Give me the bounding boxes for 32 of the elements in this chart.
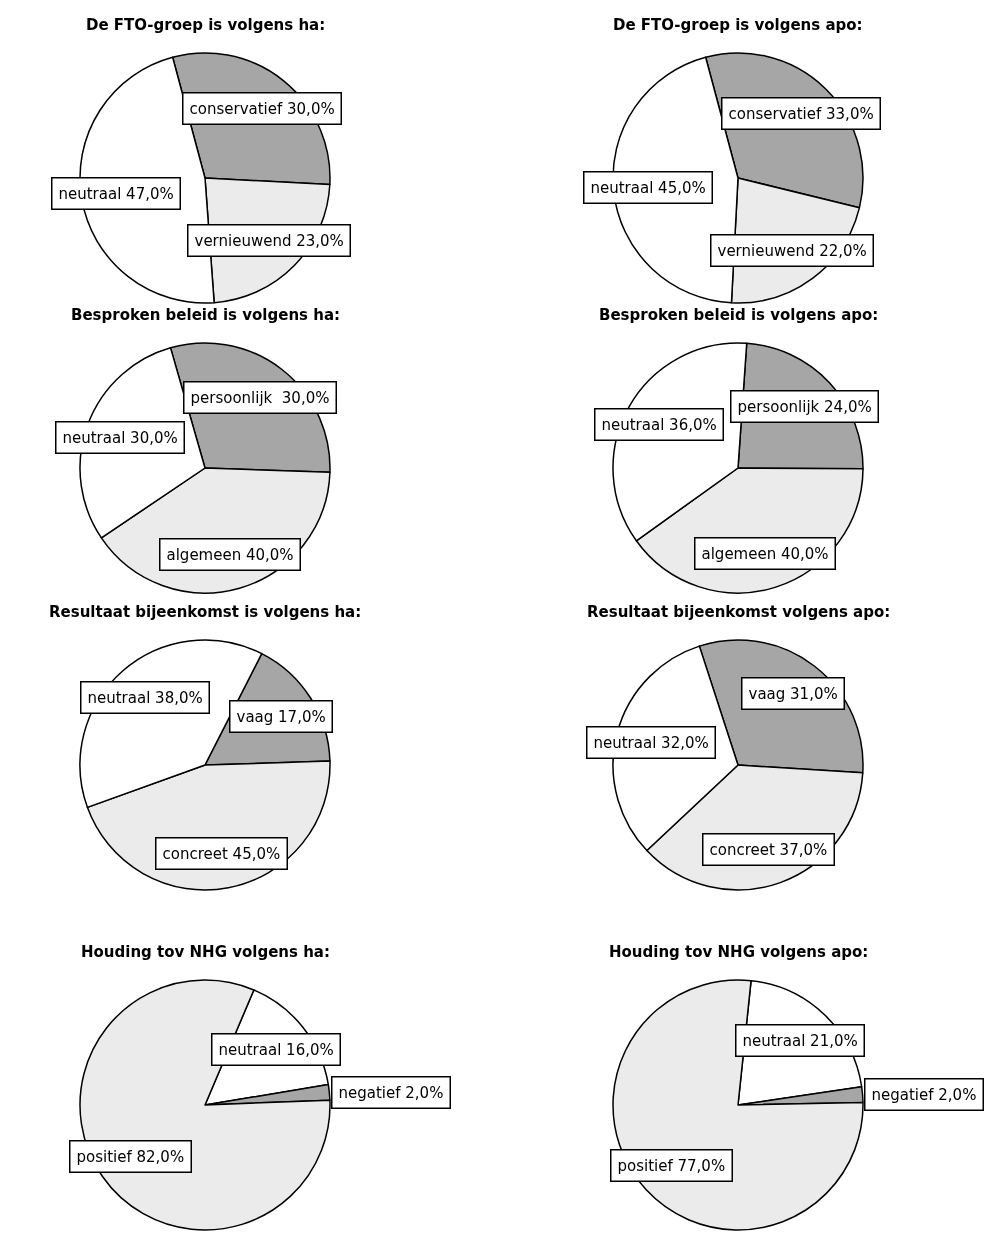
slice-label: persoonlijk 30,0%	[190, 388, 330, 407]
chart-title: Resultaat bijeenkomst volgens apo:	[587, 603, 891, 621]
slice-label: neutraal 30,0%	[62, 428, 178, 447]
chart-title: Besproken beleid is volgens apo:	[599, 306, 879, 324]
slice-label: conservatief 30,0%	[189, 99, 335, 118]
slice-label: negatief 2,0%	[338, 1083, 444, 1102]
slice-label: neutraal 45,0%	[590, 178, 706, 197]
slice-label: algemeen 40,0%	[166, 545, 294, 564]
slice-label: neutraal 32,0%	[593, 733, 709, 752]
slice-label: neutraal 38,0%	[87, 688, 203, 707]
chart-title: Houding tov NHG volgens ha:	[81, 943, 330, 961]
slice-label: positief 82,0%	[76, 1147, 185, 1166]
slice-label: positief 77,0%	[617, 1156, 726, 1175]
slice-label: vernieuwend 23,0%	[194, 231, 344, 250]
chart-title: De FTO-groep is volgens ha:	[86, 16, 326, 34]
slice-label: vaag 17,0%	[236, 707, 326, 726]
slice-label: concreet 45,0%	[162, 844, 281, 863]
chart-title: Resultaat bijeenkomst is volgens ha:	[49, 603, 362, 621]
slice-label: neutraal 36,0%	[601, 415, 717, 434]
slice-label: neutraal 47,0%	[58, 184, 174, 203]
slice-label: concreet 37,0%	[709, 840, 828, 859]
slice-label: neutraal 16,0%	[218, 1040, 334, 1059]
slice-label: vaag 31,0%	[748, 684, 838, 703]
chart-title: De FTO-groep is volgens apo:	[613, 16, 863, 34]
slice-label: neutraal 21,0%	[742, 1031, 858, 1050]
slice-label: negatief 2,0%	[871, 1085, 977, 1104]
slice-label: persoonlijk 24,0%	[737, 397, 872, 416]
slice-label: algemeen 40,0%	[701, 544, 829, 563]
chart-title: Besproken beleid is volgens ha:	[71, 306, 341, 324]
slice-label: vernieuwend 22,0%	[717, 241, 867, 260]
chart-title: Houding tov NHG volgens apo:	[609, 943, 869, 961]
slice-label: conservatief 33,0%	[728, 104, 874, 123]
